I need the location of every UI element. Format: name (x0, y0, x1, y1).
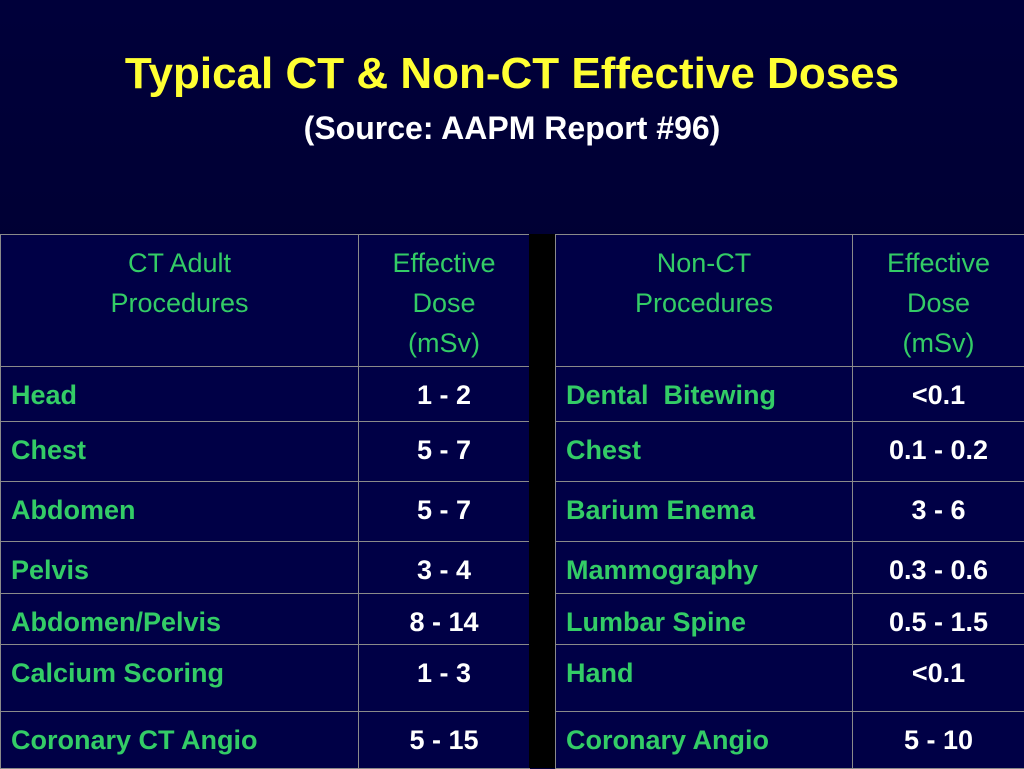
dose-value: 3 - 4 (359, 542, 530, 594)
header-line: CT Adult (11, 243, 348, 283)
table-row: Mammography 0.3 - 0.6 (556, 542, 1024, 594)
dose-value: 5 - 7 (359, 422, 530, 482)
header-line: Non-CT (566, 243, 842, 283)
non-ct-procedures-table: Non-CT Procedures Effective Dose (mSv) D… (555, 234, 1024, 769)
dose-value: 8 - 14 (359, 594, 530, 645)
procedure-name: Dental Bitewing (556, 367, 853, 422)
dose-value: <0.1 (853, 367, 1024, 422)
table-row: Abdomen 5 - 7 (1, 482, 530, 542)
procedure-name: Pelvis (1, 542, 359, 594)
procedure-name: Abdomen (1, 482, 359, 542)
table-row: Chest 0.1 - 0.2 (556, 422, 1024, 482)
table-row: Coronary CT Angio 5 - 15 (1, 712, 530, 769)
procedure-name: Chest (1, 422, 359, 482)
procedure-name: Abdomen/Pelvis (1, 594, 359, 645)
table-row: Coronary Angio 5 - 10 (556, 712, 1024, 769)
table-row: Barium Enema 3 - 6 (556, 482, 1024, 542)
page-title: Typical CT & Non-CT Effective Doses (0, 48, 1024, 100)
table-row: Chest 5 - 7 (1, 422, 530, 482)
table-row: Lumbar Spine 0.5 - 1.5 (556, 594, 1024, 645)
column-divider (529, 234, 555, 768)
dose-value: 0.1 - 0.2 (853, 422, 1024, 482)
header-line: Effective (863, 243, 1014, 283)
procedure-name: Coronary Angio (556, 712, 853, 769)
ct-dose-header: Effective Dose (mSv) (359, 235, 530, 367)
table-row: Calcium Scoring 1 - 3 (1, 645, 530, 712)
dose-value: 5 - 7 (359, 482, 530, 542)
dose-value: 5 - 15 (359, 712, 530, 769)
ct-procedures-header: CT Adult Procedures (1, 235, 359, 367)
non-ct-dose-header: Effective Dose (mSv) (853, 235, 1024, 367)
procedure-name: Lumbar Spine (556, 594, 853, 645)
procedure-name: Calcium Scoring (1, 645, 359, 712)
dose-value: <0.1 (853, 645, 1024, 712)
procedure-name: Chest (556, 422, 853, 482)
procedure-name: Barium Enema (556, 482, 853, 542)
header-line: (mSv) (369, 323, 519, 363)
dose-table: CT Adult Procedures Effective Dose (mSv)… (0, 234, 1024, 768)
dose-value: 3 - 6 (853, 482, 1024, 542)
ct-procedures-table: CT Adult Procedures Effective Dose (mSv)… (0, 234, 530, 769)
non-ct-procedures-header: Non-CT Procedures (556, 235, 853, 367)
page-subtitle: (Source: AAPM Report #96) (0, 108, 1024, 148)
dose-value: 1 - 3 (359, 645, 530, 712)
header-line: (mSv) (863, 323, 1014, 363)
procedure-name: Head (1, 367, 359, 422)
dose-value: 0.3 - 0.6 (853, 542, 1024, 594)
table-header-row: CT Adult Procedures Effective Dose (mSv) (1, 235, 530, 367)
header-line: Dose (863, 283, 1014, 323)
table-header-row: Non-CT Procedures Effective Dose (mSv) (556, 235, 1024, 367)
table-row: Hand <0.1 (556, 645, 1024, 712)
table-row: Pelvis 3 - 4 (1, 542, 530, 594)
dose-value: 5 - 10 (853, 712, 1024, 769)
header-line: Procedures (11, 283, 348, 323)
header-line: Dose (369, 283, 519, 323)
table-row: Dental Bitewing <0.1 (556, 367, 1024, 422)
dose-value: 0.5 - 1.5 (853, 594, 1024, 645)
procedure-name: Hand (556, 645, 853, 712)
table-row: Head 1 - 2 (1, 367, 530, 422)
procedure-name: Mammography (556, 542, 853, 594)
dose-value: 1 - 2 (359, 367, 530, 422)
table-row: Abdomen/Pelvis 8 - 14 (1, 594, 530, 645)
procedure-name: Coronary CT Angio (1, 712, 359, 769)
header-line: Effective (369, 243, 519, 283)
header-line: Procedures (566, 283, 842, 323)
